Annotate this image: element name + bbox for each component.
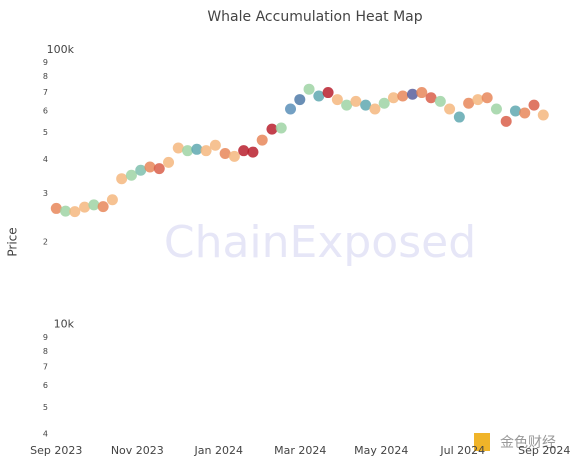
point xyxy=(341,99,353,111)
y-tick-label: 4 xyxy=(43,155,48,164)
point xyxy=(144,161,156,173)
point xyxy=(434,95,446,107)
point xyxy=(97,201,109,213)
x-tick-label: Nov 2023 xyxy=(111,444,164,457)
y-tick-label: 6 xyxy=(43,106,48,115)
point xyxy=(285,103,297,115)
y-tick-label: 5 xyxy=(43,403,48,412)
point xyxy=(182,145,194,157)
point xyxy=(200,145,212,157)
point xyxy=(238,145,250,157)
chart-title: Whale Accumulation Heat Map xyxy=(207,9,422,25)
y-tick-label: 6 xyxy=(43,381,48,390)
point xyxy=(472,94,484,106)
point xyxy=(407,88,419,100)
point xyxy=(247,146,259,158)
point xyxy=(416,87,428,99)
logo-text: 金色财经 xyxy=(500,434,556,451)
point xyxy=(209,139,221,151)
point xyxy=(519,107,531,119)
point xyxy=(378,97,390,109)
point xyxy=(313,90,325,102)
x-tick-label: Sep 2024 xyxy=(518,444,570,457)
point xyxy=(350,95,362,107)
point xyxy=(219,147,231,159)
point xyxy=(79,201,91,213)
point xyxy=(444,103,456,115)
y-tick-label: 2 xyxy=(43,238,48,247)
y-axis-label: Price xyxy=(6,227,20,256)
logo-icon xyxy=(474,433,490,451)
x-tick-label: Jan 2024 xyxy=(194,444,243,457)
point xyxy=(397,90,409,102)
point xyxy=(191,143,203,155)
y-tick-label: 7 xyxy=(43,88,48,97)
point xyxy=(463,97,475,109)
point xyxy=(172,142,184,154)
point xyxy=(500,115,512,127)
y-tick-label: 10k xyxy=(54,318,75,331)
point xyxy=(331,94,343,106)
point xyxy=(125,169,137,181)
point xyxy=(303,83,315,95)
point xyxy=(266,123,278,135)
point xyxy=(106,194,118,206)
point xyxy=(50,202,62,214)
point xyxy=(153,163,165,175)
y-tick-label: 9 xyxy=(43,333,48,342)
point xyxy=(360,99,372,111)
point xyxy=(256,134,268,146)
point xyxy=(116,173,128,185)
point xyxy=(275,122,287,134)
x-tick-label: Jul 2024 xyxy=(439,444,485,457)
y-tick-label: 5 xyxy=(43,128,48,137)
point xyxy=(481,92,493,104)
y-tick-label: 9 xyxy=(43,58,48,67)
x-tick-label: Mar 2024 xyxy=(274,444,326,457)
y-tick-label: 100k xyxy=(47,43,75,56)
point xyxy=(322,87,334,99)
point xyxy=(453,111,465,123)
point xyxy=(88,199,100,211)
y-tick-label: 8 xyxy=(43,72,48,81)
point xyxy=(294,94,306,106)
watermark: ChainExposed xyxy=(164,217,476,268)
point xyxy=(490,103,502,115)
x-tick-label: May 2024 xyxy=(354,444,408,457)
point xyxy=(369,103,381,115)
point xyxy=(69,206,81,218)
point xyxy=(509,105,521,117)
y-tick-label: 8 xyxy=(43,347,48,356)
y-tick-label: 3 xyxy=(43,189,48,198)
y-tick-label: 7 xyxy=(43,363,48,372)
point xyxy=(387,92,399,104)
point xyxy=(135,164,147,176)
x-tick-label: Sep 2023 xyxy=(30,444,82,457)
point xyxy=(60,205,72,217)
point xyxy=(537,109,549,121)
point xyxy=(228,150,240,162)
point xyxy=(163,156,175,168)
y-tick-label: 4 xyxy=(43,430,48,439)
point xyxy=(528,99,540,111)
point xyxy=(425,92,437,104)
